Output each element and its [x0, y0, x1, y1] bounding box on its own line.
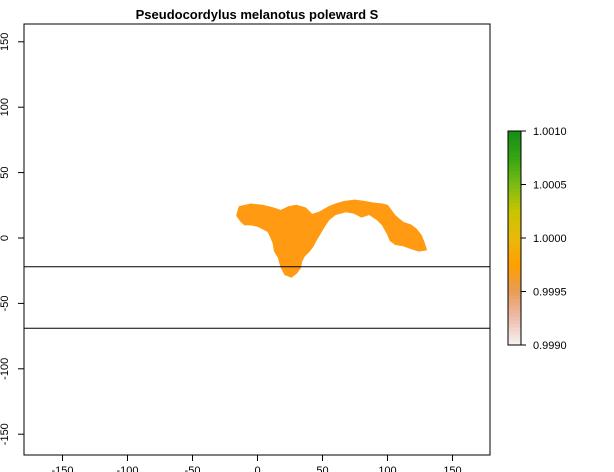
- colorbar-segment: [508, 337, 521, 343]
- colorbar-segment: [508, 330, 521, 335]
- plot-area: -150 -100 -50 0 50 100 150 -150 -100 -50 0 50 100 150: [0, 23, 491, 472]
- colorbar-segment: [508, 259, 521, 264]
- colorbar-segment: [508, 334, 521, 339]
- colorbar-tick-label: 0.9995: [533, 287, 567, 299]
- colorbar-segment: [508, 202, 521, 207]
- colorbar-segment: [508, 173, 521, 178]
- colorbar-segment: [508, 302, 521, 307]
- colorbar-segment: [508, 280, 521, 285]
- y-tick-label: 100: [0, 98, 11, 116]
- colorbar-segment: [508, 220, 521, 225]
- x-tick-label: -50: [185, 465, 201, 472]
- colorbar-segment: [508, 131, 521, 136]
- x-tick-label: -150: [51, 465, 73, 472]
- colorbar-segment: [508, 216, 521, 221]
- colorbar-segment: [508, 341, 521, 346]
- colorbar-segment: [508, 323, 521, 328]
- colorbar-segment: [508, 152, 521, 157]
- colorbar-segment: [508, 320, 521, 325]
- colorbar-segment: [508, 316, 521, 321]
- colorbar-segment: [508, 327, 521, 332]
- colorbar-segment: [508, 134, 521, 139]
- colorbar-segment: [508, 159, 521, 164]
- colorbar-legend: 1.0010 1.0005 1.0000 0.9995 0.9990: [507, 126, 567, 352]
- colorbar-segment: [508, 262, 521, 268]
- colorbar-segment: [508, 148, 521, 153]
- colorbar-segment: [508, 227, 521, 232]
- colorbar-segment: [508, 298, 521, 303]
- colorbar-segment: [508, 270, 521, 275]
- colorbar-segment: [508, 195, 521, 200]
- colorbar-tick-label: 1.0010: [533, 126, 567, 138]
- colorbar-segment: [508, 295, 521, 300]
- colorbar-segment: [508, 145, 521, 150]
- colorbar-segment: [508, 284, 521, 289]
- colorbar-segment: [508, 213, 521, 218]
- y-tick-label: 50: [0, 166, 11, 178]
- colorbar-segment: [508, 287, 521, 293]
- colorbar-segment: [508, 205, 521, 211]
- colorbar-segment: [508, 177, 521, 182]
- colorbar-segment: [508, 184, 521, 189]
- x-tick-label: 50: [316, 465, 328, 472]
- y-tick-label: -50: [0, 295, 11, 311]
- colorbar-segment: [508, 248, 521, 253]
- y-tick-label: -150: [0, 423, 11, 445]
- colorbar-segment: [508, 166, 521, 171]
- colorbar-segment: [508, 305, 521, 310]
- colorbar-segment: [508, 155, 521, 161]
- colorbar-segment: [508, 291, 521, 296]
- colorbar-tick-label: 1.0000: [533, 233, 567, 245]
- colorbar-segment: [508, 252, 521, 257]
- colorbar-segment: [508, 163, 521, 168]
- colorbar-segment: [508, 309, 521, 314]
- colorbar-segment: [508, 245, 521, 250]
- colorbar-segment: [508, 255, 521, 260]
- colorbar-segment: [508, 170, 521, 175]
- colorbar-segment: [508, 198, 521, 203]
- y-tick-label: 0: [0, 235, 11, 241]
- colorbar-segment: [508, 273, 521, 278]
- colorbar-segment: [508, 238, 521, 243]
- x-tick-label: -100: [116, 465, 138, 472]
- x-tick-label: 0: [254, 465, 260, 472]
- colorbar-tick-label: 1.0005: [533, 180, 567, 192]
- x-tick-label: 150: [443, 465, 461, 472]
- y-tick-label: 150: [0, 33, 11, 51]
- colorbar-tick-label: 0.9990: [533, 340, 567, 352]
- colorbar-segment: [508, 312, 521, 318]
- colorbar-segment: [508, 180, 521, 186]
- colorbar-segment: [508, 230, 521, 236]
- colorbar-segment: [508, 277, 521, 282]
- colorbar-segment: [508, 241, 521, 246]
- colorbar-segment: [508, 266, 521, 271]
- colorbar-segment: [508, 209, 521, 214]
- colorbar-segment: [508, 234, 521, 239]
- colorbar-segment: [508, 141, 521, 146]
- raster-region: [236, 199, 428, 278]
- colorbar-segment: [508, 191, 521, 196]
- x-tick-label: 100: [378, 465, 396, 472]
- colorbar-segment: [508, 138, 521, 143]
- colorbar-segment: [508, 188, 521, 193]
- chart-title: Pseudocordylus melanotus poleward S: [136, 7, 379, 22]
- y-tick-label: -100: [0, 358, 11, 380]
- colorbar-segment: [508, 223, 521, 228]
